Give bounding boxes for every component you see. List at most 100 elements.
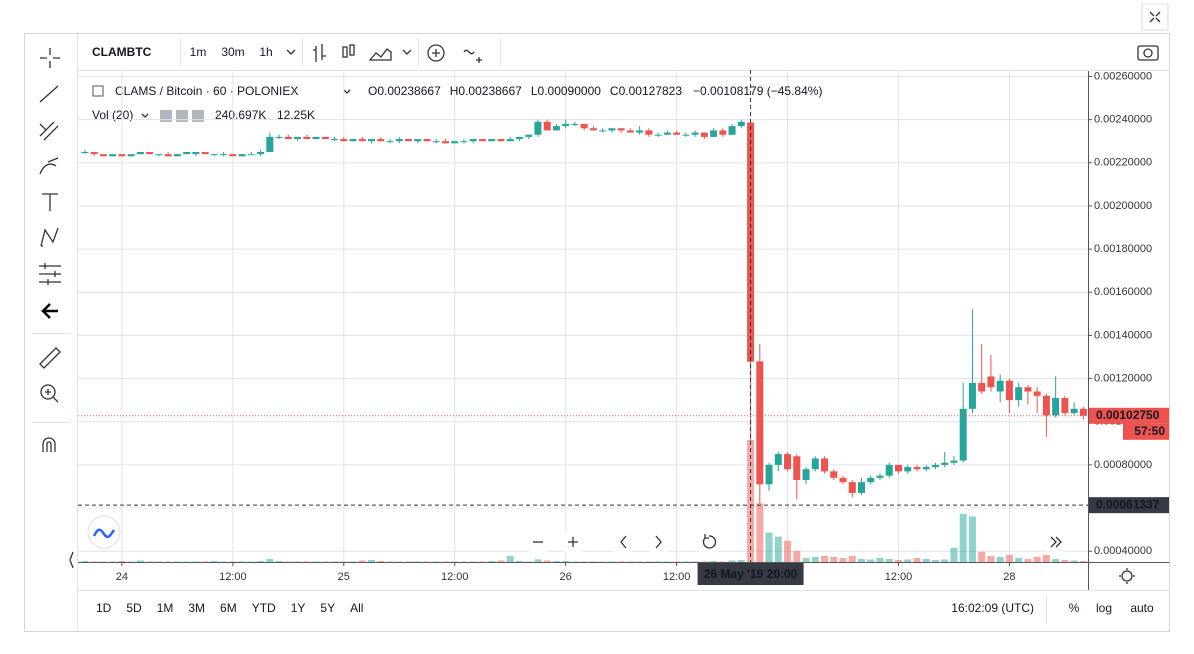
volume-bar: [183, 561, 191, 562]
text-tool[interactable]: [42, 193, 58, 211]
candle-body: [460, 141, 468, 143]
volume-bar: [294, 561, 302, 562]
candle-body: [534, 121, 542, 135]
interval-button[interactable]: 1h: [259, 45, 272, 59]
candle-body: [968, 382, 976, 409]
fullscreen-button[interactable]: [1141, 3, 1169, 31]
zoom-out[interactable]: [525, 529, 551, 555]
candle-body: [737, 121, 745, 127]
range-button[interactable]: 1D: [96, 601, 112, 615]
volume-bar: [441, 561, 449, 562]
candle-body: [904, 467, 912, 472]
scroll-left[interactable]: [610, 529, 636, 555]
percent-toggle[interactable]: %: [1069, 601, 1080, 615]
range-button[interactable]: 1Y: [291, 601, 306, 615]
logo-button[interactable]: [87, 515, 121, 549]
candle-body: [257, 152, 265, 155]
candle-body: [589, 128, 597, 131]
volume-bar: [580, 561, 588, 562]
series-title: CLAMS / Bitcoin · 60 · POLONIEX: [115, 84, 298, 98]
title-menu[interactable]: [343, 89, 351, 94]
scroll-to-end[interactable]: [1043, 529, 1069, 555]
collapse-icon[interactable]: [92, 85, 104, 97]
candle-body: [571, 123, 579, 125]
volume-bar: [164, 561, 172, 562]
fib-tool[interactable]: [39, 121, 59, 141]
range-button[interactable]: 6M: [220, 601, 237, 615]
candle-body: [395, 139, 403, 142]
area-style[interactable]: [368, 48, 392, 61]
back-tool[interactable]: [41, 303, 58, 319]
candle-body: [811, 458, 819, 470]
magnet-tool[interactable]: [42, 437, 56, 452]
scroll-right[interactable]: [646, 529, 672, 555]
ohlc-value: 0.00090000: [538, 84, 602, 98]
volume-bar: [238, 561, 246, 562]
candle-body: [848, 482, 856, 493]
candles-style[interactable]: [342, 44, 355, 58]
candle-body: [562, 123, 570, 127]
candle-body: [321, 136, 329, 140]
volume-bar: [571, 561, 579, 562]
volume-bar: [136, 560, 144, 562]
auto-toggle[interactable]: auto: [1130, 601, 1154, 615]
range-button[interactable]: YTD: [252, 601, 276, 615]
volume-bar: [488, 560, 496, 562]
x-tick-label: 12:00: [441, 571, 469, 583]
crosshair-tool[interactable]: [40, 48, 60, 68]
style-menu[interactable]: [402, 49, 412, 55]
volume-bar: [830, 556, 838, 562]
settings-button[interactable]: [1119, 568, 1135, 584]
reset-button[interactable]: [696, 529, 722, 555]
candle-body: [728, 126, 736, 135]
volume-bar: [904, 559, 912, 562]
candle-body: [506, 139, 514, 142]
indicators-button[interactable]: [463, 49, 482, 63]
candle-body: [654, 134, 662, 136]
volume-bar: [118, 560, 126, 562]
brush-tool[interactable]: [39, 157, 59, 175]
candle-body: [441, 141, 449, 144]
pattern-tool[interactable]: [40, 227, 59, 247]
symbol[interactable]: CLAMBTC: [92, 45, 152, 59]
compare-button[interactable]: [427, 44, 445, 62]
measure-tool[interactable]: [39, 347, 61, 369]
candle-body: [414, 139, 422, 142]
prediction-tool[interactable]: [39, 263, 61, 285]
volume-bar: [275, 560, 283, 562]
collapse-toolbar[interactable]: [69, 551, 74, 569]
study-buttons[interactable]: [160, 110, 204, 122]
volume-bar: [1061, 559, 1069, 562]
interval-button[interactable]: 30m: [221, 45, 244, 59]
candle-body: [1024, 387, 1032, 392]
volume-bar: [127, 561, 135, 562]
volume-bar: [1052, 558, 1060, 562]
range-button[interactable]: 5Y: [320, 601, 335, 615]
candle-body: [127, 154, 135, 157]
trend-line-tool[interactable]: [39, 85, 59, 103]
candle-body: [950, 460, 958, 463]
candle-body: [340, 139, 348, 142]
range-button[interactable]: All: [350, 601, 363, 615]
volume-bar: [543, 560, 551, 562]
candle-body: [608, 128, 616, 131]
snapshot-button[interactable]: [1137, 45, 1159, 61]
interval-menu[interactable]: [286, 49, 296, 55]
zoom-in[interactable]: [560, 529, 586, 555]
volume-bar: [552, 560, 560, 562]
log-toggle[interactable]: log: [1096, 601, 1112, 615]
volume-bar: [478, 561, 486, 562]
interval-button[interactable]: 1m: [190, 45, 207, 59]
bars-style[interactable]: [313, 44, 326, 62]
volume-bar: [922, 558, 930, 562]
ohlc-value: 0.00238667: [458, 84, 522, 98]
volume-bar: [821, 555, 829, 562]
y-tick-label: 0.00080000: [1094, 459, 1152, 471]
volume-bar: [996, 556, 1004, 562]
range-button[interactable]: 1M: [157, 601, 174, 615]
range-button[interactable]: 3M: [188, 601, 205, 615]
volume-bar: [534, 559, 542, 562]
ohlc-value: 0.00238667: [377, 84, 441, 98]
range-button[interactable]: 5D: [126, 601, 142, 615]
zoom-tool[interactable]: [40, 384, 59, 403]
